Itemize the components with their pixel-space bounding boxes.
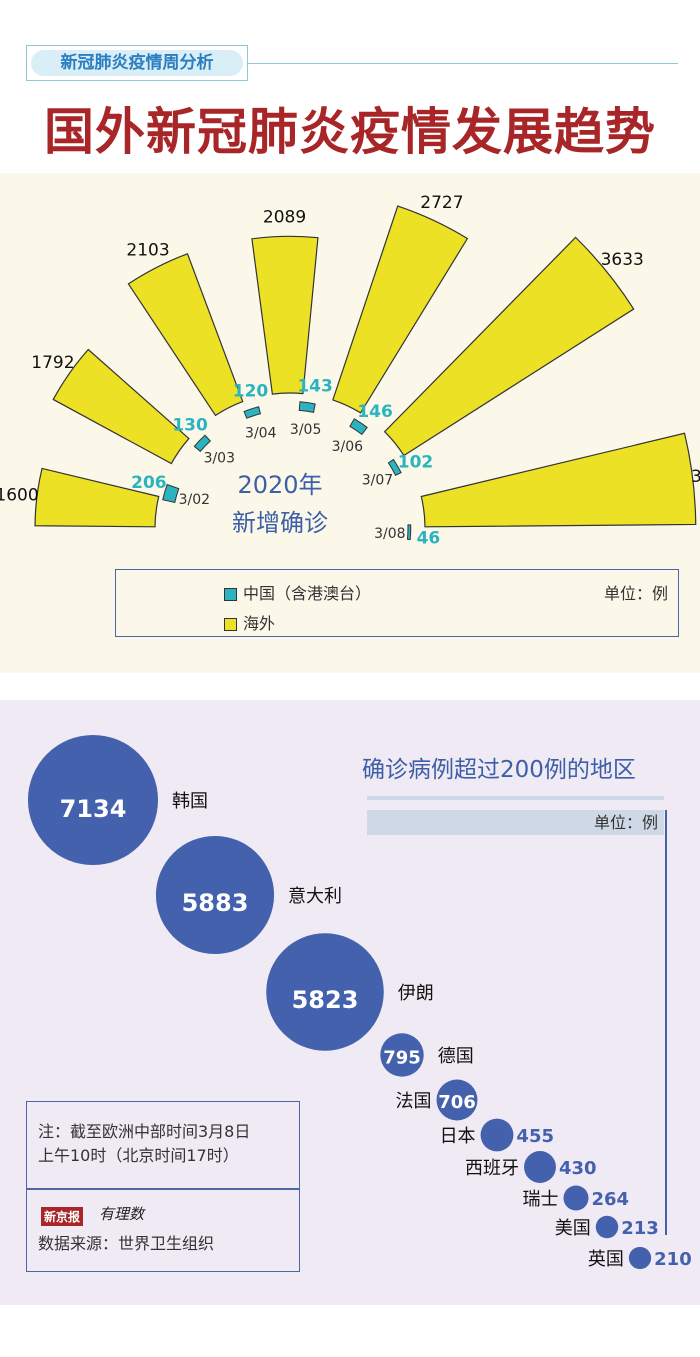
china-value-label: 120 bbox=[233, 381, 269, 401]
overseas-value-label: 2727 bbox=[420, 193, 463, 213]
divider bbox=[367, 796, 664, 800]
overseas-value-label: 2089 bbox=[263, 207, 306, 227]
china-bar bbox=[193, 434, 211, 453]
date-label: 3/03 bbox=[204, 450, 235, 466]
newspaper-logo: 新京报 bbox=[41, 1207, 84, 1226]
bubble-value: 795 bbox=[383, 1047, 421, 1068]
section-tag-label: 新冠肺炎疫情周分析 bbox=[31, 50, 243, 76]
date-label: 3/08 bbox=[374, 526, 405, 542]
china-value-label: 130 bbox=[172, 416, 208, 436]
date-label: 3/06 bbox=[332, 439, 364, 455]
overseas-value-label: 3633 bbox=[601, 250, 644, 270]
bubble-value: 706 bbox=[438, 1092, 476, 1113]
china-bar bbox=[406, 524, 412, 541]
axis-line bbox=[665, 810, 667, 1235]
date-label: 3/02 bbox=[179, 492, 210, 508]
overseas-bar bbox=[383, 236, 635, 457]
data-source: 数据来源：世界卫生组织 bbox=[38, 1234, 215, 1253]
overseas-bar bbox=[332, 205, 469, 414]
legend-item-overseas: 海外 bbox=[224, 610, 275, 634]
bubble bbox=[155, 835, 275, 955]
bubble bbox=[436, 1079, 478, 1121]
china-value-label: 146 bbox=[357, 402, 393, 422]
date-label: 3/07 bbox=[362, 473, 393, 489]
china-swatch bbox=[224, 588, 237, 601]
legend: 中国（含港澳台） 海外 单位：例 bbox=[115, 569, 679, 637]
china-bar bbox=[387, 458, 402, 477]
bubble bbox=[266, 933, 384, 1051]
bubble-name: 伊朗 bbox=[398, 983, 434, 1004]
legend-label-china: 中国（含港澳台） bbox=[243, 584, 372, 603]
date-label: 3/05 bbox=[290, 422, 321, 438]
bubble-value: 430 bbox=[559, 1158, 597, 1179]
bubble-unit-label: 单位：例 bbox=[367, 810, 664, 835]
bubble-value: 210 bbox=[654, 1249, 692, 1270]
overseas-swatch bbox=[224, 618, 237, 631]
legend-item-china: 中国（含港澳台） bbox=[224, 580, 371, 604]
overseas-bar bbox=[251, 235, 319, 395]
bubble-value: 455 bbox=[516, 1126, 554, 1147]
china-bar bbox=[349, 418, 368, 436]
bubble-name: 德国 bbox=[438, 1046, 474, 1067]
overseas-value-label: 1792 bbox=[31, 353, 74, 373]
note-box: 注：截至欧洲中部时间3月8日 上午10时（北京时间17时） 新京报 有理数 数据… bbox=[26, 1101, 300, 1272]
bubble bbox=[480, 1118, 514, 1152]
overseas-bar bbox=[127, 253, 244, 417]
divider bbox=[248, 63, 678, 64]
legend-label-overseas: 海外 bbox=[243, 614, 276, 633]
bubble-name: 意大利 bbox=[288, 886, 342, 907]
date-label: 3/04 bbox=[245, 425, 277, 441]
bubble-value: 213 bbox=[621, 1218, 659, 1239]
china-value-label: 206 bbox=[131, 473, 167, 493]
bubble-value: 5883 bbox=[182, 889, 249, 917]
radial-bar-chart: 2020年 新增确诊 1600 206 3/02 1792 130 3/03 2103 120… bbox=[0, 193, 700, 549]
bubble-name: 英国 bbox=[588, 1249, 624, 1270]
bubble-name: 韩国 bbox=[172, 791, 208, 812]
page-title: 国外新冠肺炎疫情发展趋势 bbox=[44, 103, 656, 161]
bubble-name: 西班牙 bbox=[465, 1158, 519, 1179]
center-label-year: 2020年 bbox=[237, 471, 322, 499]
bubble bbox=[524, 1151, 556, 1183]
bubble bbox=[563, 1185, 589, 1211]
overseas-value-label: 2103 bbox=[126, 240, 169, 260]
bubble-name: 日本 bbox=[440, 1126, 476, 1147]
unit-label: 单位：例 bbox=[603, 584, 668, 603]
center-label-new: 新增确诊 bbox=[232, 509, 328, 537]
china-bar bbox=[298, 401, 316, 413]
china-bar bbox=[243, 406, 262, 419]
bubble-name: 瑞士 bbox=[522, 1189, 558, 1210]
overseas-bar bbox=[52, 348, 190, 465]
bubble bbox=[380, 1033, 424, 1077]
overseas-value-label: 3610 bbox=[691, 467, 700, 487]
youlishu-logo: 有理数 bbox=[99, 1205, 145, 1223]
china-bar bbox=[162, 483, 180, 504]
bubble-name: 法国 bbox=[396, 1091, 432, 1112]
bubble-name: 美国 bbox=[555, 1218, 591, 1239]
bubble bbox=[27, 734, 159, 866]
bubble bbox=[628, 1246, 652, 1270]
china-value-label: 102 bbox=[398, 452, 434, 472]
bubble-value: 7134 bbox=[60, 795, 127, 823]
note-line-2: 上午10时（北京时间17时） bbox=[38, 1146, 239, 1165]
overseas-value-label: 1600 bbox=[0, 485, 39, 505]
bubble-value: 264 bbox=[592, 1189, 630, 1210]
divider bbox=[27, 1188, 299, 1190]
bubble-chart-title: 确诊病例超过200例的地区 bbox=[362, 757, 636, 783]
overseas-bar bbox=[34, 467, 160, 528]
section-tag: 新冠肺炎疫情周分析 bbox=[26, 45, 248, 81]
overseas-bar bbox=[420, 432, 697, 528]
note-line-1: 注：截至欧洲中部时间3月8日 bbox=[38, 1122, 251, 1141]
bubble bbox=[595, 1215, 619, 1239]
china-value-label: 46 bbox=[417, 529, 441, 549]
china-value-label: 143 bbox=[297, 377, 333, 397]
bubble-value: 5823 bbox=[292, 986, 359, 1014]
